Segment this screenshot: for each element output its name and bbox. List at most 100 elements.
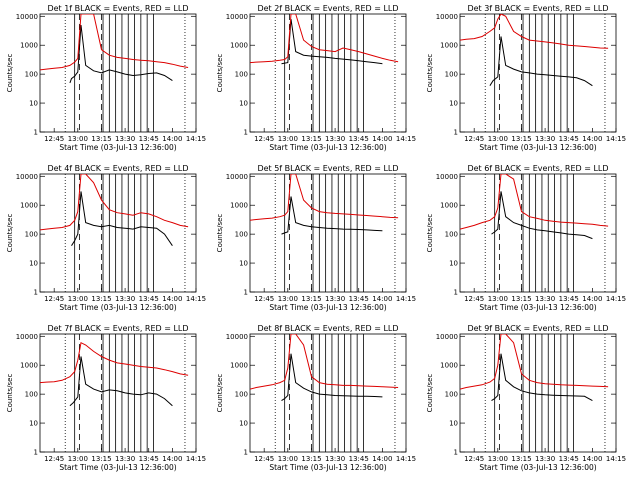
x-tick-label: 14:00	[372, 455, 392, 463]
x-tick-label: 12:45	[464, 295, 484, 303]
x-tick-label: 13:15	[301, 135, 321, 143]
panel-title: Det 3f BLACK = Events, RED = LLD	[467, 4, 608, 13]
x-tick-label: 12:45	[44, 135, 64, 143]
x-tick-label: 13:30	[325, 295, 345, 303]
series-lld	[460, 174, 609, 230]
axis-frame	[459, 333, 617, 453]
panel-5: Det 5f BLACK = Events, RED = LLD 1 10 100 10…	[216, 164, 416, 312]
y-tick-label: 10000	[436, 333, 458, 341]
y-tick-label: 100	[25, 71, 38, 79]
x-tick-label: 13:15	[301, 455, 321, 463]
y-tick-label: 1000	[20, 362, 38, 370]
series-lld	[460, 334, 609, 390]
x-tick-label: 13:15	[511, 295, 531, 303]
y-tick-label: 10	[29, 260, 38, 268]
series-events	[281, 196, 383, 235]
y-axis-label: Counts/sec	[426, 214, 434, 253]
x-tick-label: 14:00	[162, 455, 182, 463]
y-tick-label: 1	[34, 449, 38, 457]
x-tick-label: 12:45	[254, 295, 274, 303]
panel-title: Det 5f BLACK = Events, RED = LLD	[257, 164, 398, 173]
y-tick-label: 10000	[436, 13, 458, 21]
panel-title: Det 1f BLACK = Events, RED = LLD	[47, 4, 188, 13]
x-tick-label: 14:15	[606, 455, 626, 463]
panel-title: Det 2f BLACK = Events, RED = LLD	[257, 4, 398, 13]
series-events	[71, 191, 173, 246]
x-axis-label: Start Time (03-Jul-13 12:36:00)	[479, 143, 596, 152]
panel-3: Det 3f BLACK = Events, RED = LLD 1 10 100 10…	[426, 4, 626, 152]
event-markers	[484, 334, 606, 452]
y-tick-label: 1	[454, 449, 458, 457]
x-tick-label: 13:00	[68, 455, 88, 463]
x-tick-label: 14:15	[186, 455, 206, 463]
x-tick-label: 13:45	[559, 295, 579, 303]
y-tick-label: 1	[244, 129, 248, 137]
y-tick-label: 10	[239, 420, 248, 428]
x-tick-label: 14:15	[396, 455, 416, 463]
y-axis-label: Counts/sec	[426, 374, 434, 413]
x-axis-label: Start Time (03-Jul-13 12:36:00)	[479, 303, 596, 312]
y-axis-label: Counts/sec	[216, 214, 224, 253]
x-tick-label: 14:15	[186, 295, 206, 303]
y-axis-label: Counts/sec	[6, 214, 14, 253]
x-tick-label: 14:00	[162, 135, 182, 143]
event-markers	[274, 334, 396, 452]
y-tick-label: 1	[454, 289, 458, 297]
x-tick-label: 13:15	[511, 455, 531, 463]
x-tick-label: 12:45	[44, 455, 64, 463]
x-tick-label: 13:15	[301, 295, 321, 303]
y-tick-label: 10000	[16, 13, 38, 21]
y-tick-label: 100	[445, 391, 458, 399]
x-axis-label: Start Time (03-Jul-13 12:36:00)	[59, 463, 176, 472]
x-tick-label: 13:45	[139, 295, 159, 303]
x-tick-label: 13:45	[349, 295, 369, 303]
y-tick-label: 10000	[16, 173, 38, 181]
series-lld	[40, 174, 189, 231]
axis-frame	[249, 173, 407, 293]
x-axis-label: Start Time (03-Jul-13 12:36:00)	[479, 463, 596, 472]
y-axis-label: Counts/sec	[426, 54, 434, 93]
x-tick-label: 13:30	[325, 135, 345, 143]
y-tick-label: 100	[235, 231, 248, 239]
x-tick-label: 13:00	[68, 135, 88, 143]
event-markers	[484, 174, 606, 292]
series-events	[491, 353, 593, 402]
axis-frame	[249, 13, 407, 133]
x-tick-label: 13:45	[139, 135, 159, 143]
y-tick-label: 100	[25, 391, 38, 399]
x-tick-label: 14:15	[186, 135, 206, 143]
y-tick-label: 100	[445, 71, 458, 79]
panel-title: Det 6f BLACK = Events, RED = LLD	[467, 164, 608, 173]
series-events	[281, 353, 383, 402]
y-tick-label: 10000	[436, 173, 458, 181]
x-tick-label: 14:15	[606, 135, 626, 143]
x-axis-label: Start Time (03-Jul-13 12:36:00)	[59, 303, 176, 312]
y-tick-label: 1	[34, 129, 38, 137]
y-axis-label: Counts/sec	[216, 54, 224, 93]
series-lld	[40, 341, 189, 384]
x-tick-label: 13:00	[68, 295, 88, 303]
panel-1: Det 1f BLACK = Events, RED = LLD 1 10 100 10…	[6, 4, 206, 152]
event-markers	[274, 174, 396, 292]
series-events	[69, 356, 173, 407]
x-tick-label: 13:30	[115, 295, 135, 303]
event-markers	[64, 14, 186, 132]
x-tick-label: 13:15	[511, 135, 531, 143]
x-tick-label: 13:15	[91, 295, 111, 303]
x-tick-label: 13:30	[115, 135, 135, 143]
panel-2: Det 2f BLACK = Events, RED = LLD 1 10 100 10…	[216, 4, 416, 152]
x-tick-label: 13:00	[488, 295, 508, 303]
x-axis-label: Start Time (03-Jul-13 12:36:00)	[269, 463, 386, 472]
axis-frame	[39, 173, 197, 293]
x-axis-label: Start Time (03-Jul-13 12:36:00)	[269, 143, 386, 152]
y-tick-label: 1000	[20, 202, 38, 210]
x-tick-label: 13:00	[278, 295, 298, 303]
x-tick-label: 13:00	[278, 135, 298, 143]
x-tick-label: 12:45	[464, 135, 484, 143]
y-tick-label: 1	[244, 289, 248, 297]
x-tick-label: 13:30	[115, 455, 135, 463]
x-tick-label: 14:00	[582, 455, 602, 463]
x-tick-label: 13:15	[91, 455, 111, 463]
y-tick-label: 1000	[440, 202, 458, 210]
